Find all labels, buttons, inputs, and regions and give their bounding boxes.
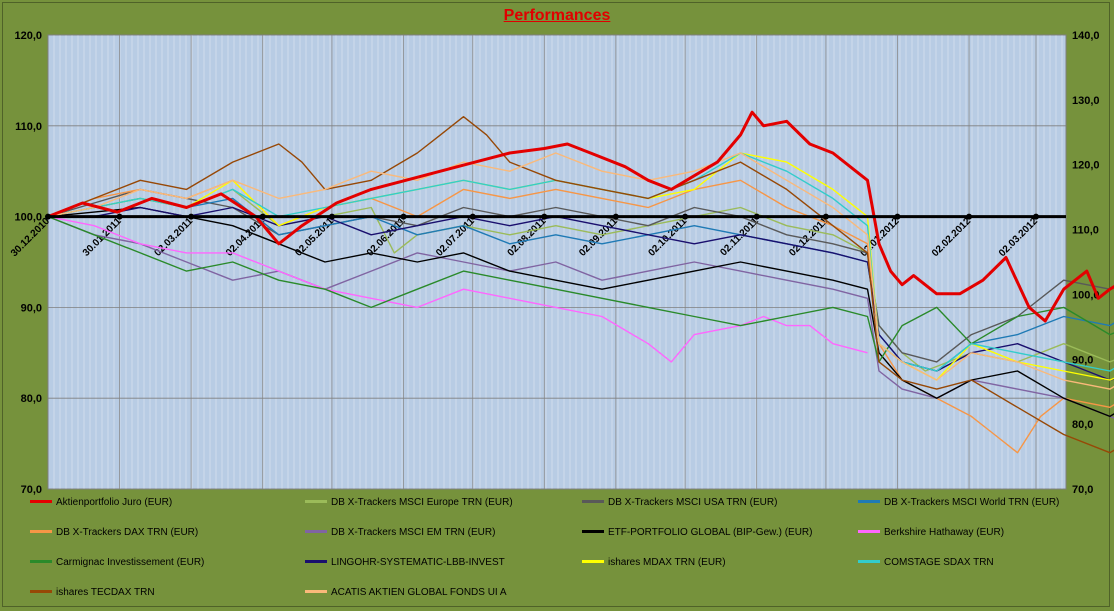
series-line bbox=[47, 188, 1114, 372]
legend-swatch bbox=[305, 559, 327, 563]
y-left-tick-label: 80,0 bbox=[21, 393, 42, 405]
reference-marker bbox=[328, 213, 335, 220]
legend-item: ACATIS AKTIEN GLOBAL FONDS UI A bbox=[305, 587, 507, 601]
reference-marker bbox=[1032, 213, 1039, 220]
series-line bbox=[47, 152, 1114, 372]
reference-marker bbox=[966, 213, 973, 220]
legend-item: DB X-Trackers MSCI Europe TRN (EUR) bbox=[305, 497, 513, 511]
series-line bbox=[47, 215, 1114, 363]
chart-title: Performances bbox=[503, 7, 611, 24]
legend-swatch bbox=[305, 529, 327, 533]
legend-label: DB X-Trackers MSCI World TRN (EUR) bbox=[884, 497, 1060, 508]
legend-swatch bbox=[305, 589, 327, 593]
legend-label: ACATIS AKTIEN GLOBAL FONDS UI A bbox=[331, 587, 507, 598]
legend-item: LINGOHR-SYSTEMATIC-LBB-INVEST bbox=[305, 557, 505, 571]
y-left-tick-label: 90,0 bbox=[21, 302, 42, 314]
legend-swatch bbox=[582, 559, 604, 563]
legend-swatch bbox=[30, 529, 52, 533]
reference-marker bbox=[400, 213, 407, 220]
legend-label: DB X-Trackers MSCI EM TRN (EUR) bbox=[331, 527, 496, 538]
series-line bbox=[47, 197, 1114, 372]
reference-marker bbox=[188, 213, 195, 220]
legend-label: COMSTAGE SDAX TRN bbox=[884, 557, 994, 568]
y-right-tick-label: 130,0 bbox=[1072, 95, 1100, 107]
series-line bbox=[47, 206, 1114, 418]
reference-marker bbox=[612, 213, 619, 220]
y-left-tick-label: 110,0 bbox=[15, 121, 42, 133]
legend-item: Aktienportfolio Juro (EUR) bbox=[30, 497, 172, 511]
legend-label: Berkshire Hathaway (EUR) bbox=[884, 527, 1005, 538]
legend-item: ETF-PORTFOLIO GLOBAL (BIP-Gew.) (EUR) bbox=[582, 527, 812, 541]
y-left-tick-label: 100,0 bbox=[14, 212, 42, 224]
y-right-tick-label: 100,0 bbox=[1072, 289, 1100, 301]
legend-label: ishares TECDAX TRN bbox=[56, 587, 155, 598]
legend-swatch bbox=[30, 589, 52, 593]
reference-marker bbox=[541, 213, 548, 220]
reference-marker bbox=[753, 213, 760, 220]
reference-marker bbox=[682, 213, 689, 220]
legend-swatch bbox=[858, 529, 880, 533]
legend-label: DB X-Trackers DAX TRN (EUR) bbox=[56, 527, 199, 538]
legend-item: Berkshire Hathaway (EUR) bbox=[858, 527, 1004, 541]
reference-marker bbox=[45, 213, 51, 220]
y-right-tick-label: 90,0 bbox=[1072, 354, 1093, 366]
series-line bbox=[47, 115, 1114, 454]
legend-item: ishares MDAX TRN (EUR) bbox=[582, 557, 726, 571]
legend-item: Carmignac Investissement (EUR) bbox=[30, 557, 204, 571]
legend-swatch bbox=[305, 499, 327, 503]
legend-label: Carmignac Investissement (EUR) bbox=[56, 557, 205, 568]
y-right-tick-label: 140,0 bbox=[1072, 30, 1100, 42]
legend-label: ETF-PORTFOLIO GLOBAL (BIP-Gew.) (EUR) bbox=[608, 527, 813, 538]
y-right-tick-label: 120,0 bbox=[1072, 160, 1100, 172]
legend-swatch bbox=[582, 529, 604, 533]
legend-item: DB X-Trackers MSCI USA TRN (EUR) bbox=[582, 497, 777, 511]
y-left-tick-label: 120,0 bbox=[14, 30, 42, 42]
legend-swatch bbox=[30, 559, 52, 563]
legend-swatch bbox=[858, 499, 880, 503]
legend-swatch bbox=[582, 499, 604, 503]
series-line bbox=[47, 110, 1114, 323]
legend-item: DB X-Trackers MSCI World TRN (EUR) bbox=[858, 497, 1059, 511]
y-right-tick-label: 70,0 bbox=[1072, 484, 1093, 496]
reference-marker bbox=[469, 213, 476, 220]
legend-label: DB X-Trackers MSCI Europe TRN (EUR) bbox=[331, 497, 513, 508]
reference-marker bbox=[822, 213, 829, 220]
legend-label: Aktienportfolio Juro (EUR) bbox=[56, 497, 173, 508]
legend-item: DB X-Trackers MSCI EM TRN (EUR) bbox=[305, 527, 495, 541]
legend-label: ishares MDAX TRN (EUR) bbox=[608, 557, 726, 568]
legend-label: LINGOHR-SYSTEMATIC-LBB-INVEST bbox=[331, 557, 505, 568]
legend-item: COMSTAGE SDAX TRN bbox=[858, 557, 994, 571]
series-line bbox=[48, 206, 1114, 381]
legend-swatch bbox=[858, 559, 880, 563]
reference-marker bbox=[894, 213, 901, 220]
y-right-tick-label: 80,0 bbox=[1072, 419, 1093, 431]
legend-item: ishares TECDAX TRN bbox=[30, 587, 155, 601]
legend-swatch bbox=[30, 499, 52, 503]
legend-label: DB X-Trackers MSCI USA TRN (EUR) bbox=[608, 497, 778, 508]
legend-item: DB X-Trackers DAX TRN (EUR) bbox=[30, 527, 198, 541]
y-left-tick-label: 70,0 bbox=[21, 484, 42, 496]
reference-marker bbox=[259, 213, 266, 220]
y-right-tick-label: 110,0 bbox=[1072, 225, 1099, 237]
series-line bbox=[47, 215, 868, 363]
reference-marker bbox=[116, 213, 123, 220]
